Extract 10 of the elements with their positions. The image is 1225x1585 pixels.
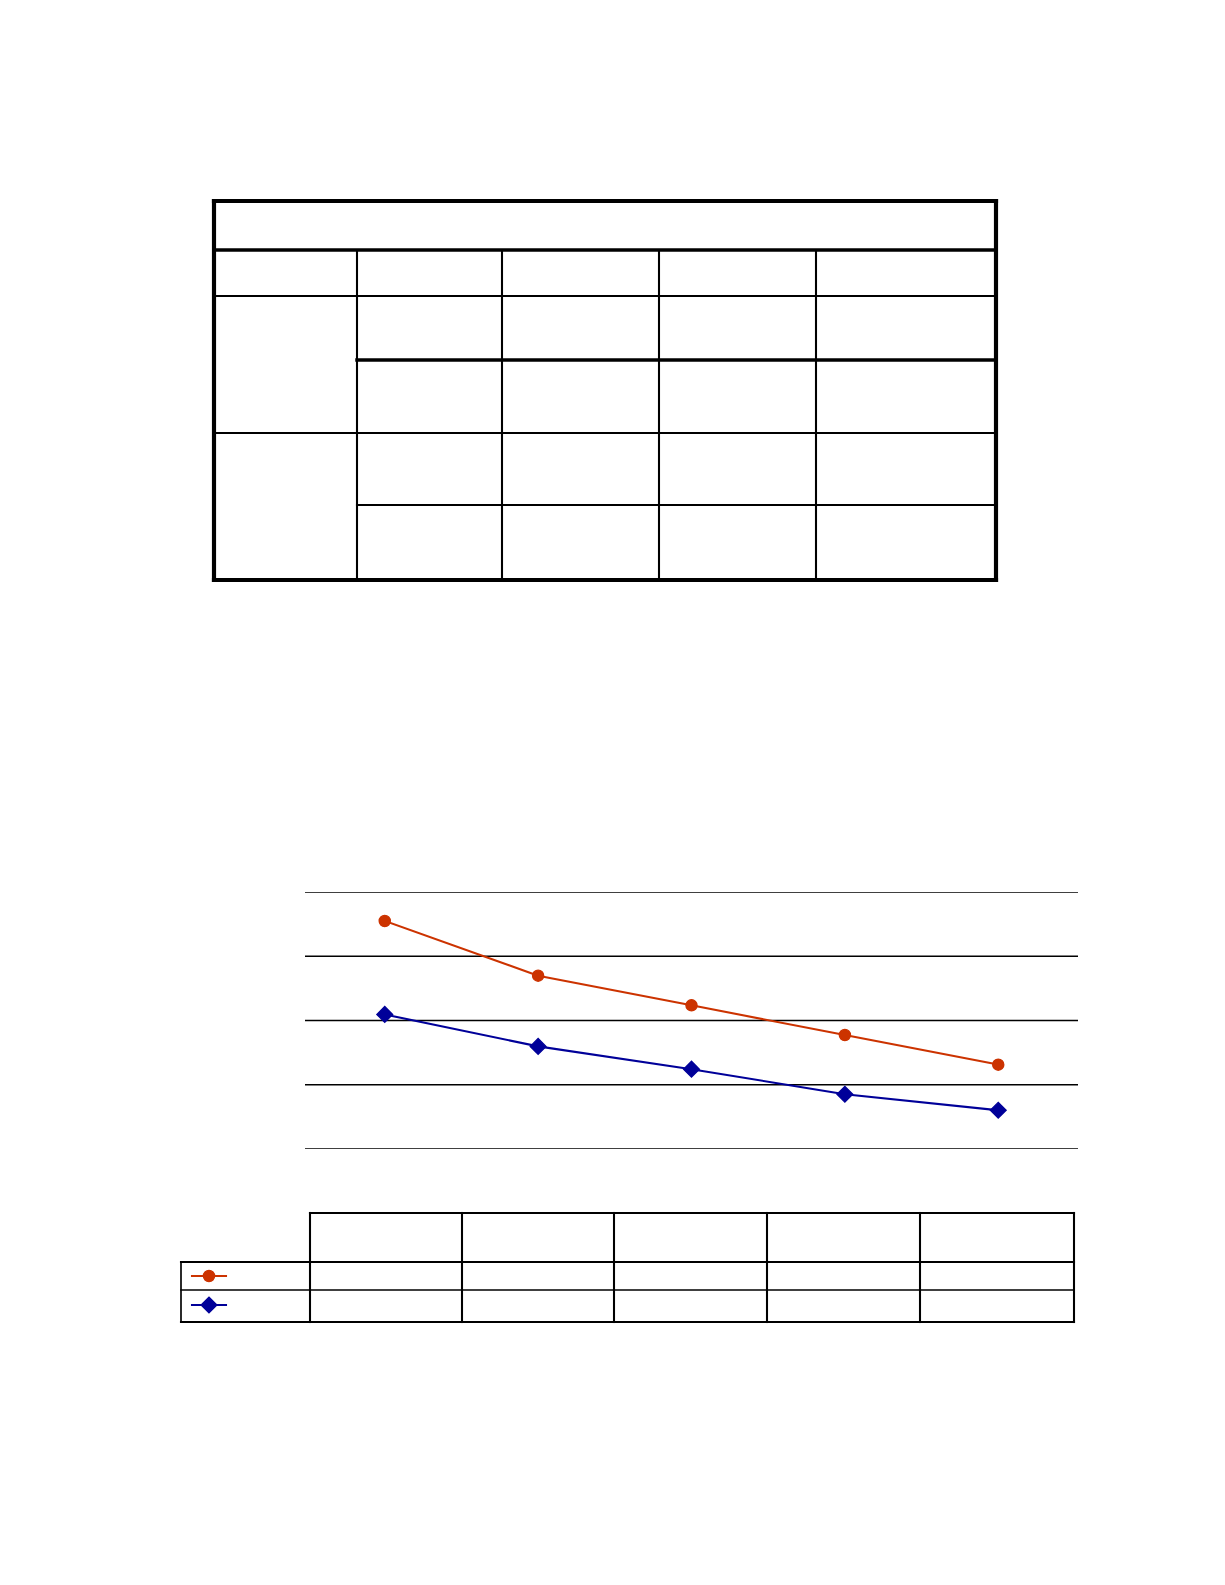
point xyxy=(991,1058,1005,1071)
point xyxy=(378,914,392,928)
point xyxy=(529,1037,547,1055)
point xyxy=(836,1085,854,1103)
point xyxy=(989,1101,1007,1119)
point xyxy=(376,1005,394,1024)
point xyxy=(682,1060,701,1078)
point xyxy=(838,1028,852,1042)
point xyxy=(531,969,545,982)
point xyxy=(685,999,698,1012)
